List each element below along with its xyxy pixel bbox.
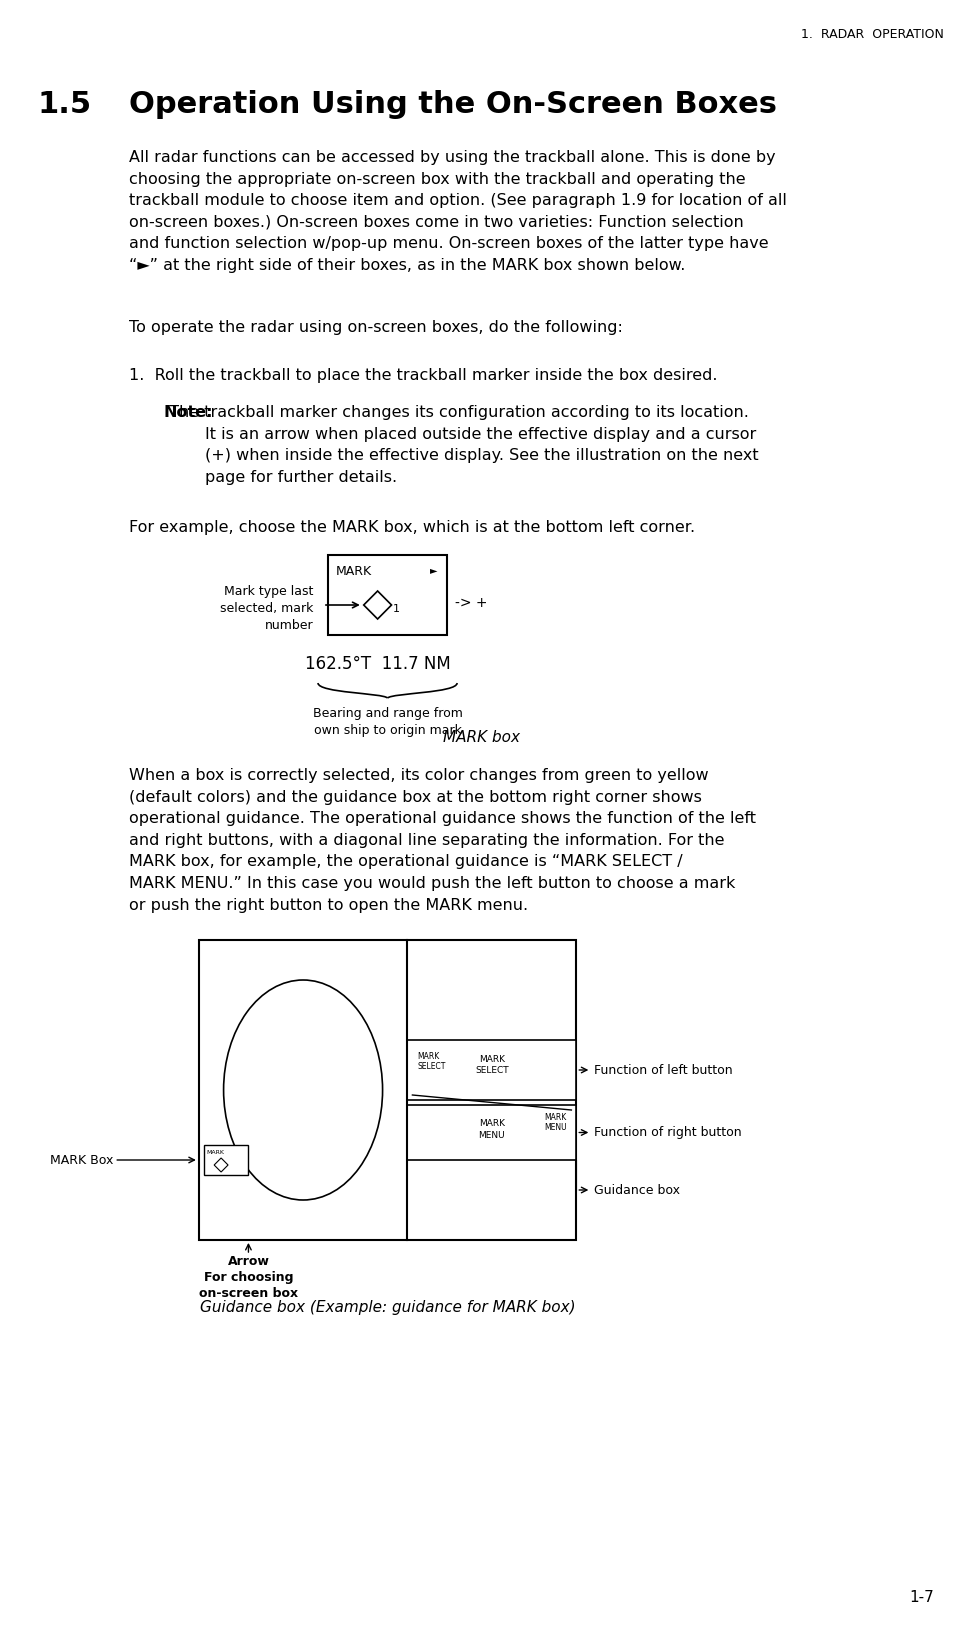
Text: Arrow
For choosing
on-screen box: Arrow For choosing on-screen box — [199, 1255, 298, 1301]
Text: 1: 1 — [392, 604, 399, 614]
Text: MARK
MENU: MARK MENU — [479, 1120, 505, 1139]
Text: MARK
SELECT: MARK SELECT — [475, 1054, 509, 1075]
Text: Function of left button: Function of left button — [594, 1064, 733, 1077]
Text: ►: ► — [430, 565, 437, 574]
Text: 1.  RADAR  OPERATION: 1. RADAR OPERATION — [801, 28, 944, 41]
Text: 1-7: 1-7 — [910, 1590, 934, 1604]
Text: 1.  Roll the trackball to place the trackball marker inside the box desired.: 1. Roll the trackball to place the track… — [129, 367, 718, 384]
Text: The trackball marker changes its configuration according to its location.
      : The trackball marker changes its configu… — [164, 405, 758, 485]
Text: Guidance box (Example: guidance for MARK box): Guidance box (Example: guidance for MARK… — [200, 1301, 576, 1315]
Text: 162.5°T  11.7 NM: 162.5°T 11.7 NM — [305, 654, 451, 672]
Text: For example, choose the MARK box, which is at the bottom left corner.: For example, choose the MARK box, which … — [129, 521, 695, 535]
Text: MARK
SELECT: MARK SELECT — [418, 1053, 446, 1071]
Text: MARK box: MARK box — [444, 730, 520, 744]
Text: Mark type last
selected, mark
number: Mark type last selected, mark number — [219, 584, 313, 632]
Text: To operate the radar using on-screen boxes, do the following:: To operate the radar using on-screen box… — [129, 320, 623, 335]
Text: MARK: MARK — [207, 1151, 224, 1155]
Text: MARK
MENU: MARK MENU — [544, 1113, 566, 1133]
Bar — [408, 1105, 577, 1160]
Text: Function of right button: Function of right button — [594, 1126, 742, 1139]
Text: Note:: Note: — [164, 405, 214, 419]
Bar — [408, 1040, 577, 1100]
Bar — [204, 1146, 249, 1175]
Text: When a box is correctly selected, its color changes from green to yellow
(defaul: When a box is correctly selected, its co… — [129, 769, 756, 912]
Text: All radar functions can be accessed by using the trackball alone. This is done b: All radar functions can be accessed by u… — [129, 150, 787, 273]
Text: Operation Using the On-Screen Boxes: Operation Using the On-Screen Boxes — [129, 90, 777, 119]
Text: MARK Box: MARK Box — [50, 1154, 113, 1167]
Text: -> +: -> + — [455, 596, 487, 610]
Text: 1.5: 1.5 — [38, 90, 92, 119]
Text: MARK: MARK — [336, 565, 372, 578]
Bar — [328, 555, 448, 635]
Text: Guidance box: Guidance box — [594, 1183, 681, 1196]
Bar — [199, 940, 577, 1240]
Text: Bearing and range from
own ship to origin mark: Bearing and range from own ship to origi… — [313, 707, 462, 738]
